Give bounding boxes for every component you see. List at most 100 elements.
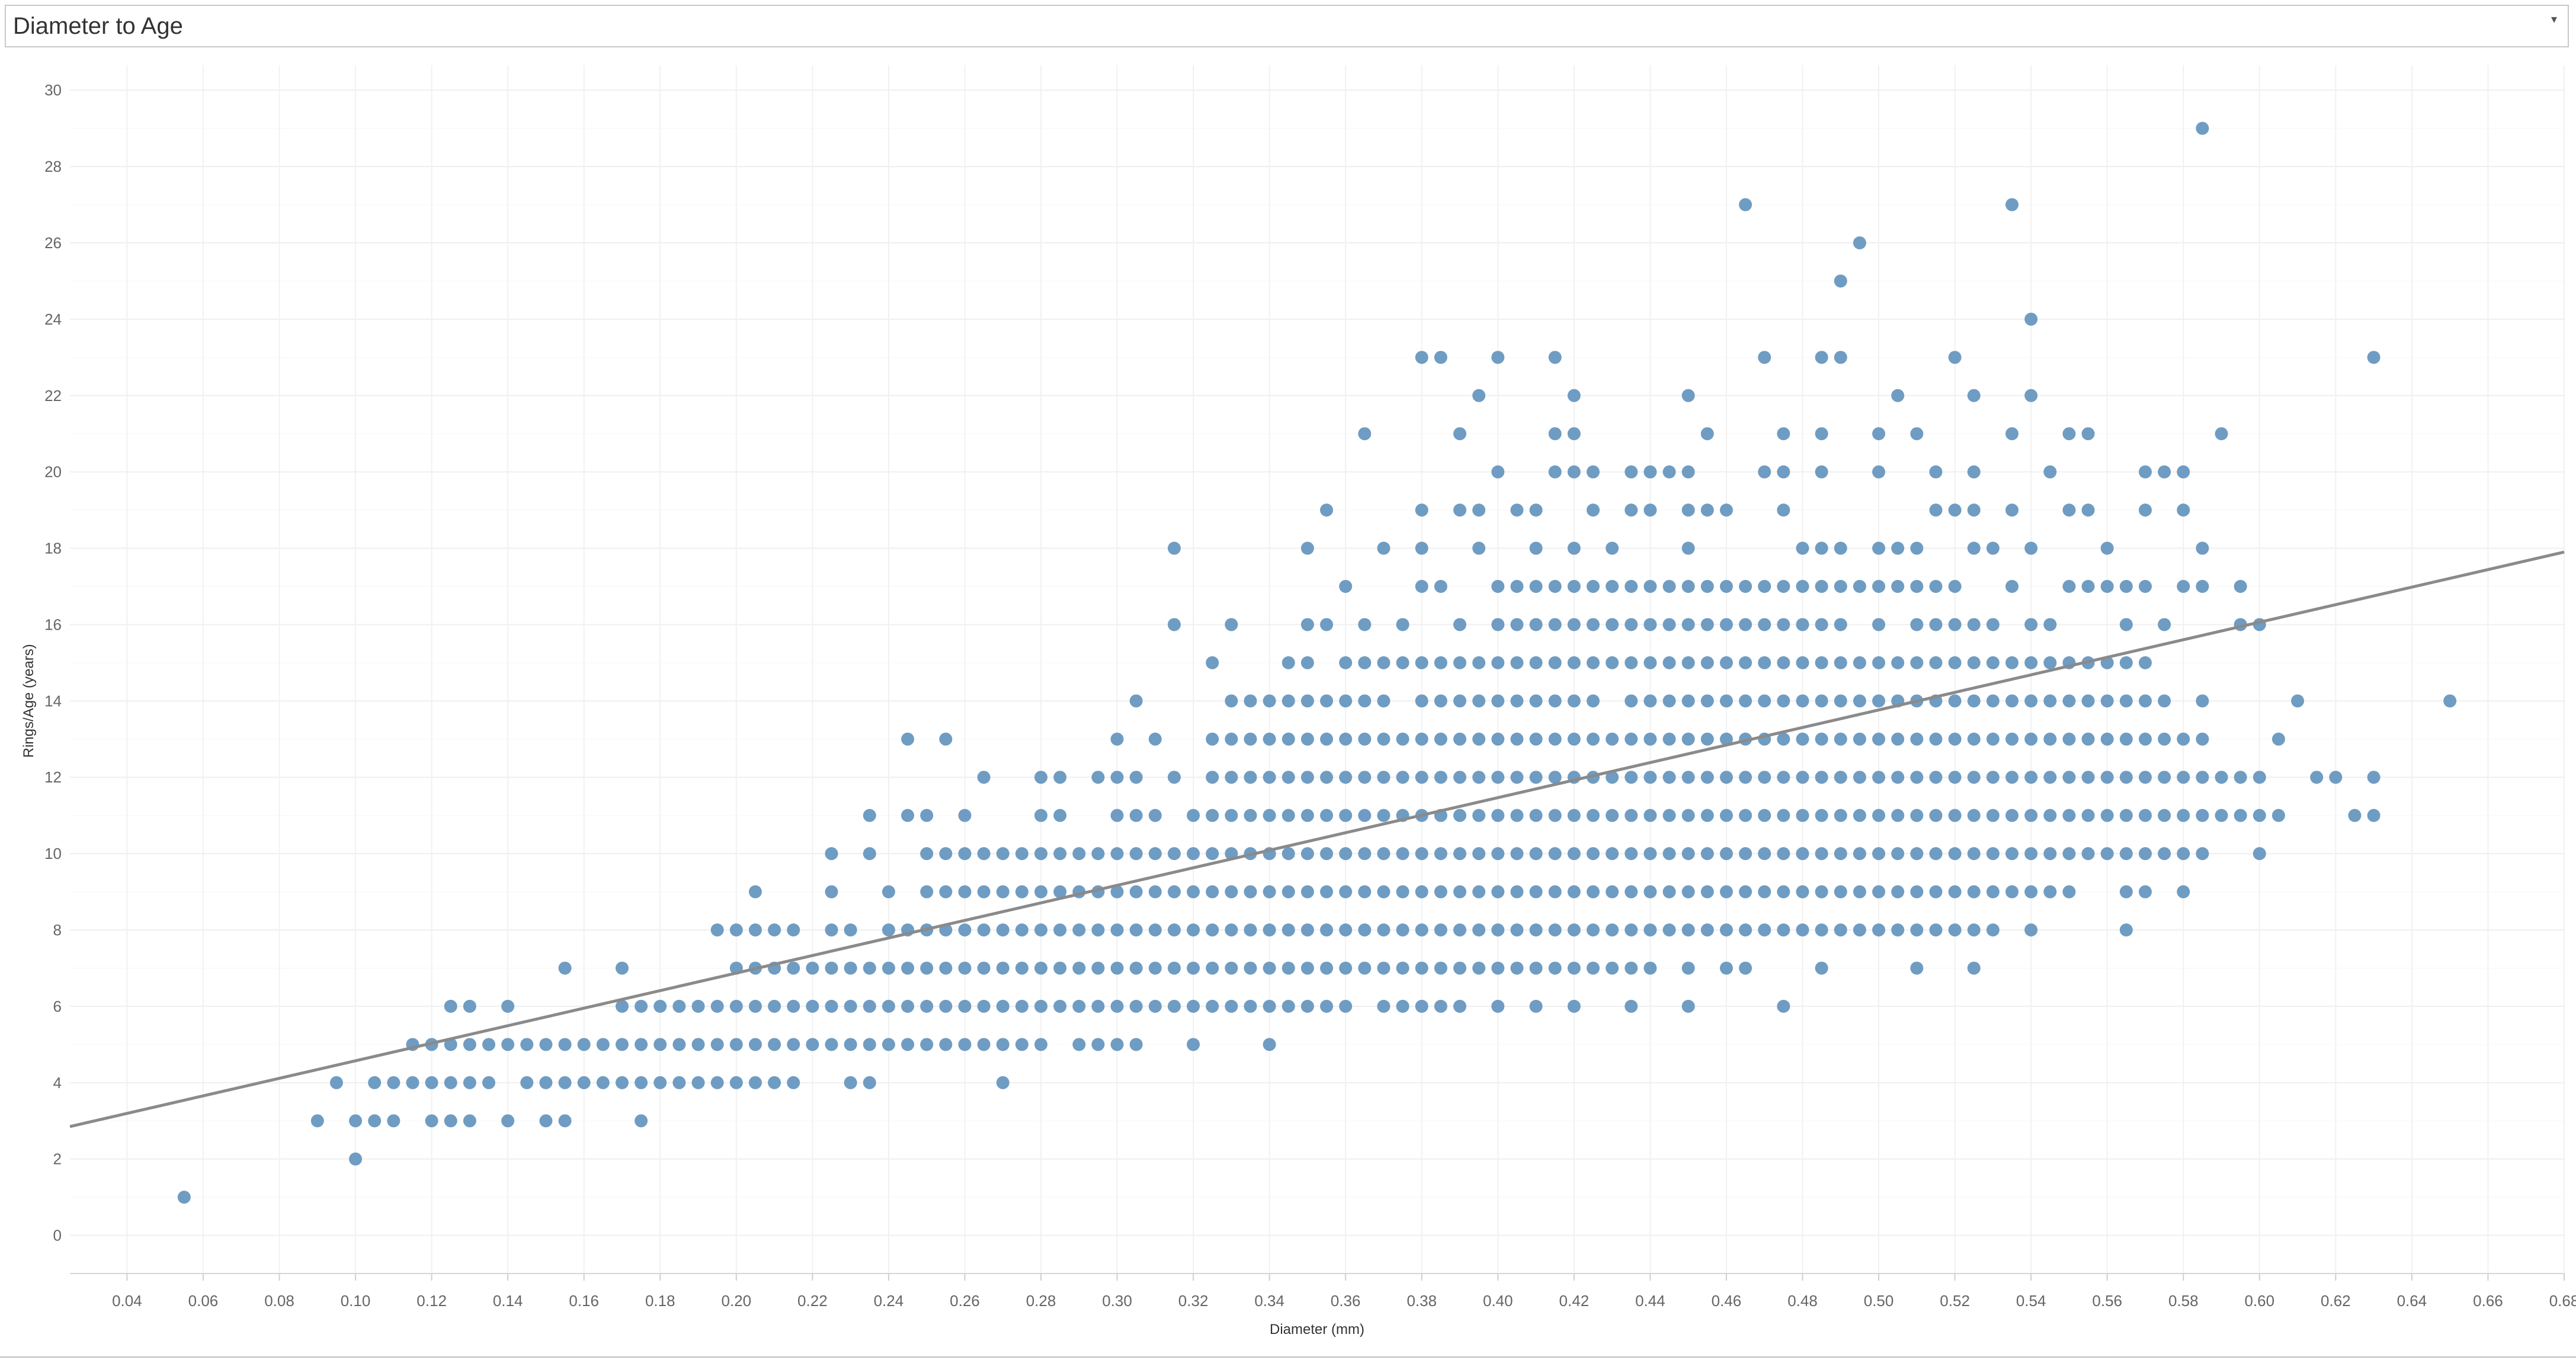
data-point: [1225, 771, 1238, 784]
data-point: [1719, 618, 1733, 631]
data-point: [1396, 847, 1409, 861]
data-point: [1567, 923, 1581, 936]
data-point: [1167, 999, 1181, 1013]
data-point: [920, 809, 934, 822]
data-point: [2215, 427, 2228, 441]
data-point: [996, 923, 1010, 936]
data-point: [2329, 771, 2343, 784]
data-point: [1815, 465, 1828, 479]
data-point: [1586, 694, 1600, 708]
data-point: [1244, 694, 1257, 708]
x-tick-label: 0.46: [1712, 1292, 1742, 1310]
data-point: [2119, 809, 2133, 822]
data-point: [1491, 961, 1505, 975]
data-point: [1206, 847, 1219, 861]
data-point: [939, 885, 953, 899]
data-point: [1472, 656, 1486, 669]
data-point: [2043, 694, 2057, 708]
data-point: [1986, 923, 2000, 936]
data-point: [1453, 923, 1467, 936]
data-point: [1434, 999, 1447, 1013]
data-point: [1015, 1038, 1029, 1051]
data-point: [1263, 694, 1276, 708]
data-point: [1053, 771, 1067, 784]
data-point: [1681, 771, 1695, 784]
data-point: [1300, 618, 1314, 631]
data-point: [520, 1076, 534, 1089]
x-tick-label: 0.24: [874, 1292, 904, 1310]
y-tick-label: 10: [44, 845, 62, 862]
data-point: [1091, 961, 1105, 975]
data-point: [1453, 999, 1467, 1013]
data-point: [1187, 847, 1200, 861]
data-point: [1910, 885, 1924, 899]
data-point: [1244, 961, 1257, 975]
data-point: [1263, 999, 1276, 1013]
data-point: [1434, 351, 1447, 364]
data-point: [2024, 771, 2038, 784]
data-point: [1510, 732, 1524, 746]
data-point: [1891, 771, 1905, 784]
data-point: [1586, 809, 1600, 822]
data-point: [1548, 961, 1562, 975]
data-point: [1967, 885, 1981, 899]
data-point: [1643, 656, 1657, 669]
data-point: [1643, 580, 1657, 593]
data-point: [768, 1038, 781, 1051]
data-point: [1777, 885, 1790, 899]
data-point: [2100, 694, 2114, 708]
data-point: [1986, 847, 2000, 861]
data-point: [1586, 465, 1600, 479]
data-point: [1719, 847, 1733, 861]
data-point: [2043, 465, 2057, 479]
data-point: [939, 961, 953, 975]
data-point: [1872, 732, 1886, 746]
data-point: [1072, 847, 1086, 861]
data-point: [2100, 809, 2114, 822]
data-point: [1834, 541, 1847, 555]
data-point: [1739, 885, 1752, 899]
data-point: [882, 885, 895, 899]
data-point: [2138, 809, 2152, 822]
data-point: [1206, 732, 1219, 746]
data-point: [787, 1076, 800, 1089]
data-point: [1396, 923, 1409, 936]
data-point: [1167, 541, 1181, 555]
data-point: [1796, 847, 1809, 861]
data-point: [1339, 732, 1353, 746]
data-point: [2119, 580, 2133, 593]
data-point: [2081, 732, 2095, 746]
y-tick-label: 8: [53, 921, 62, 939]
data-point: [2005, 580, 2019, 593]
data-point: [1339, 809, 1353, 822]
data-point: [1910, 656, 1924, 669]
data-point: [958, 809, 972, 822]
data-point: [1510, 656, 1524, 669]
data-point: [2043, 618, 2057, 631]
y-tick-label: 18: [44, 540, 62, 557]
data-point: [1281, 999, 1295, 1013]
data-point: [1034, 809, 1048, 822]
data-point: [558, 1114, 572, 1128]
data-point: [1986, 732, 2000, 746]
data-point: [1681, 809, 1695, 822]
data-point: [1834, 732, 1847, 746]
data-point: [2196, 580, 2209, 593]
data-point: [1491, 351, 1505, 364]
data-point: [1110, 847, 1124, 861]
dropdown-caret-icon[interactable]: ▾: [2551, 13, 2558, 26]
data-point: [1625, 771, 1638, 784]
data-point: [1891, 732, 1905, 746]
data-point: [1910, 961, 1924, 975]
data-point: [1377, 885, 1390, 899]
data-point: [1739, 771, 1752, 784]
data-point: [1396, 885, 1409, 899]
data-point: [1796, 923, 1809, 936]
data-point: [1434, 580, 1447, 593]
data-point: [825, 923, 838, 936]
data-point: [2138, 885, 2152, 899]
data-point: [1758, 732, 1771, 746]
data-point: [1910, 694, 1924, 708]
data-point: [1472, 847, 1486, 861]
data-point: [1300, 885, 1314, 899]
